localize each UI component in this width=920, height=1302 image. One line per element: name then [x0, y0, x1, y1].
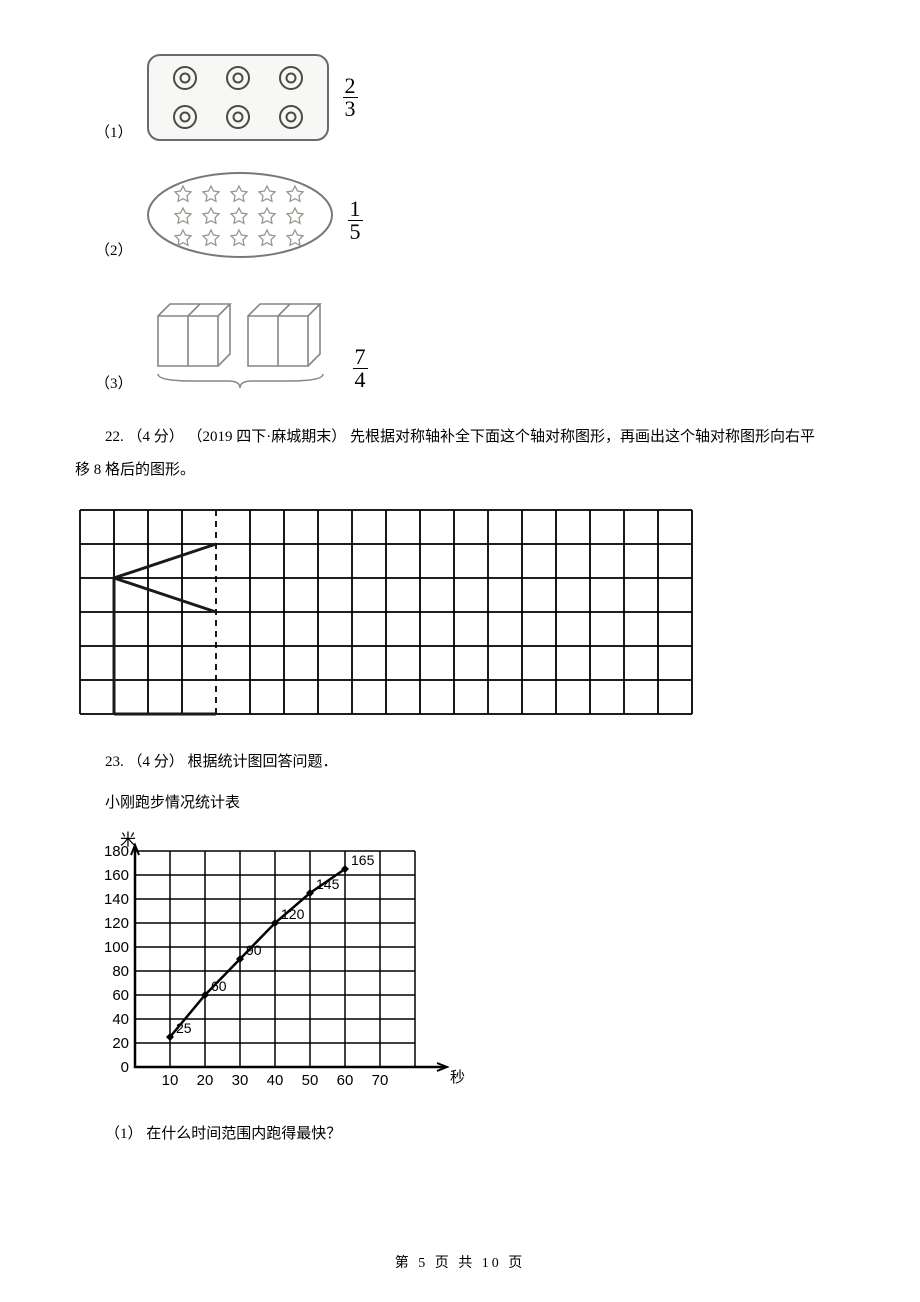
svg-text:60: 60 — [337, 1072, 354, 1089]
item-1-fraction: 2 3 — [343, 75, 358, 150]
svg-text:60: 60 — [112, 987, 129, 1004]
q22-grid — [75, 505, 845, 730]
q23-subtitle: 小刚跑步情况统计表 — [75, 791, 845, 812]
fraction-numerator: 1 — [348, 198, 363, 221]
q22-number: 22. — [105, 429, 124, 445]
question-23-text: 23. （4 分） 根据统计图回答问题． — [75, 750, 845, 771]
q23-body: 根据统计图回答问题． — [188, 754, 338, 770]
item-2-label: （2） — [75, 239, 133, 268]
question-22-text2: 移 8 格后的图形。 — [75, 454, 845, 487]
svg-text:80: 80 — [112, 963, 129, 980]
item-3-fraction: 7 4 — [353, 346, 368, 401]
svg-text:40: 40 — [267, 1072, 284, 1089]
fraction-denominator: 5 — [348, 221, 363, 243]
svg-text:70: 70 — [372, 1072, 389, 1089]
q23-sub-q1: （1） 在什么时间范围内跑得最快？ — [75, 1122, 845, 1143]
q22-points: （4 分） — [128, 429, 184, 445]
svg-text:140: 140 — [104, 891, 129, 908]
svg-text:0: 0 — [121, 1059, 129, 1076]
problem-item-1: （1） 2 3 — [75, 50, 845, 150]
svg-text:120: 120 — [281, 906, 305, 922]
q23-points: （4 分） — [128, 754, 184, 770]
page-footer: 第 5 页 共 10 页 — [0, 1252, 920, 1272]
item-3-label: （3） — [75, 372, 133, 401]
question-22-text: 22. （4 分） （2019 四下·麻城期末） 先根据对称轴补全下面这个轴对称… — [75, 421, 845, 454]
svg-text:120: 120 — [104, 915, 129, 932]
item-2-diagram — [143, 168, 338, 268]
item-1-diagram — [143, 50, 333, 150]
svg-text:160: 160 — [104, 867, 129, 884]
item-1-label: （1） — [75, 121, 133, 150]
fraction-numerator: 2 — [343, 75, 358, 98]
svg-text:50: 50 — [302, 1072, 319, 1089]
svg-text:90: 90 — [246, 942, 262, 958]
q22-source: （2019 四下·麻城期末） — [188, 429, 347, 445]
item-2-fraction: 1 5 — [348, 198, 363, 268]
q23-chart: 米 020406080100120140160180 1020304050607… — [75, 827, 845, 1102]
fraction-numerator: 7 — [353, 346, 368, 369]
svg-text:145: 145 — [316, 876, 340, 892]
svg-text:25: 25 — [176, 1020, 192, 1036]
svg-text:10: 10 — [162, 1072, 179, 1089]
problem-item-3: （3） 7 4 — [75, 286, 845, 401]
q23-number: 23. — [105, 754, 124, 770]
svg-text:165: 165 — [351, 852, 375, 868]
problem-item-2: （2） 1 5 — [75, 168, 845, 268]
svg-text:100: 100 — [104, 939, 129, 956]
svg-text:40: 40 — [112, 1011, 129, 1028]
svg-text:30: 30 — [232, 1072, 249, 1089]
fraction-denominator: 4 — [353, 369, 368, 391]
fraction-denominator: 3 — [343, 98, 358, 120]
item-3-diagram — [143, 286, 343, 401]
svg-text:20: 20 — [197, 1072, 214, 1089]
chart-x-label: 秒 — [450, 1069, 465, 1086]
svg-text:20: 20 — [112, 1035, 129, 1052]
svg-text:180: 180 — [104, 843, 129, 860]
svg-text:60: 60 — [211, 978, 227, 994]
q22-body: 先根据对称轴补全下面这个轴对称图形，再画出这个轴对称图形向右平 — [350, 429, 815, 445]
